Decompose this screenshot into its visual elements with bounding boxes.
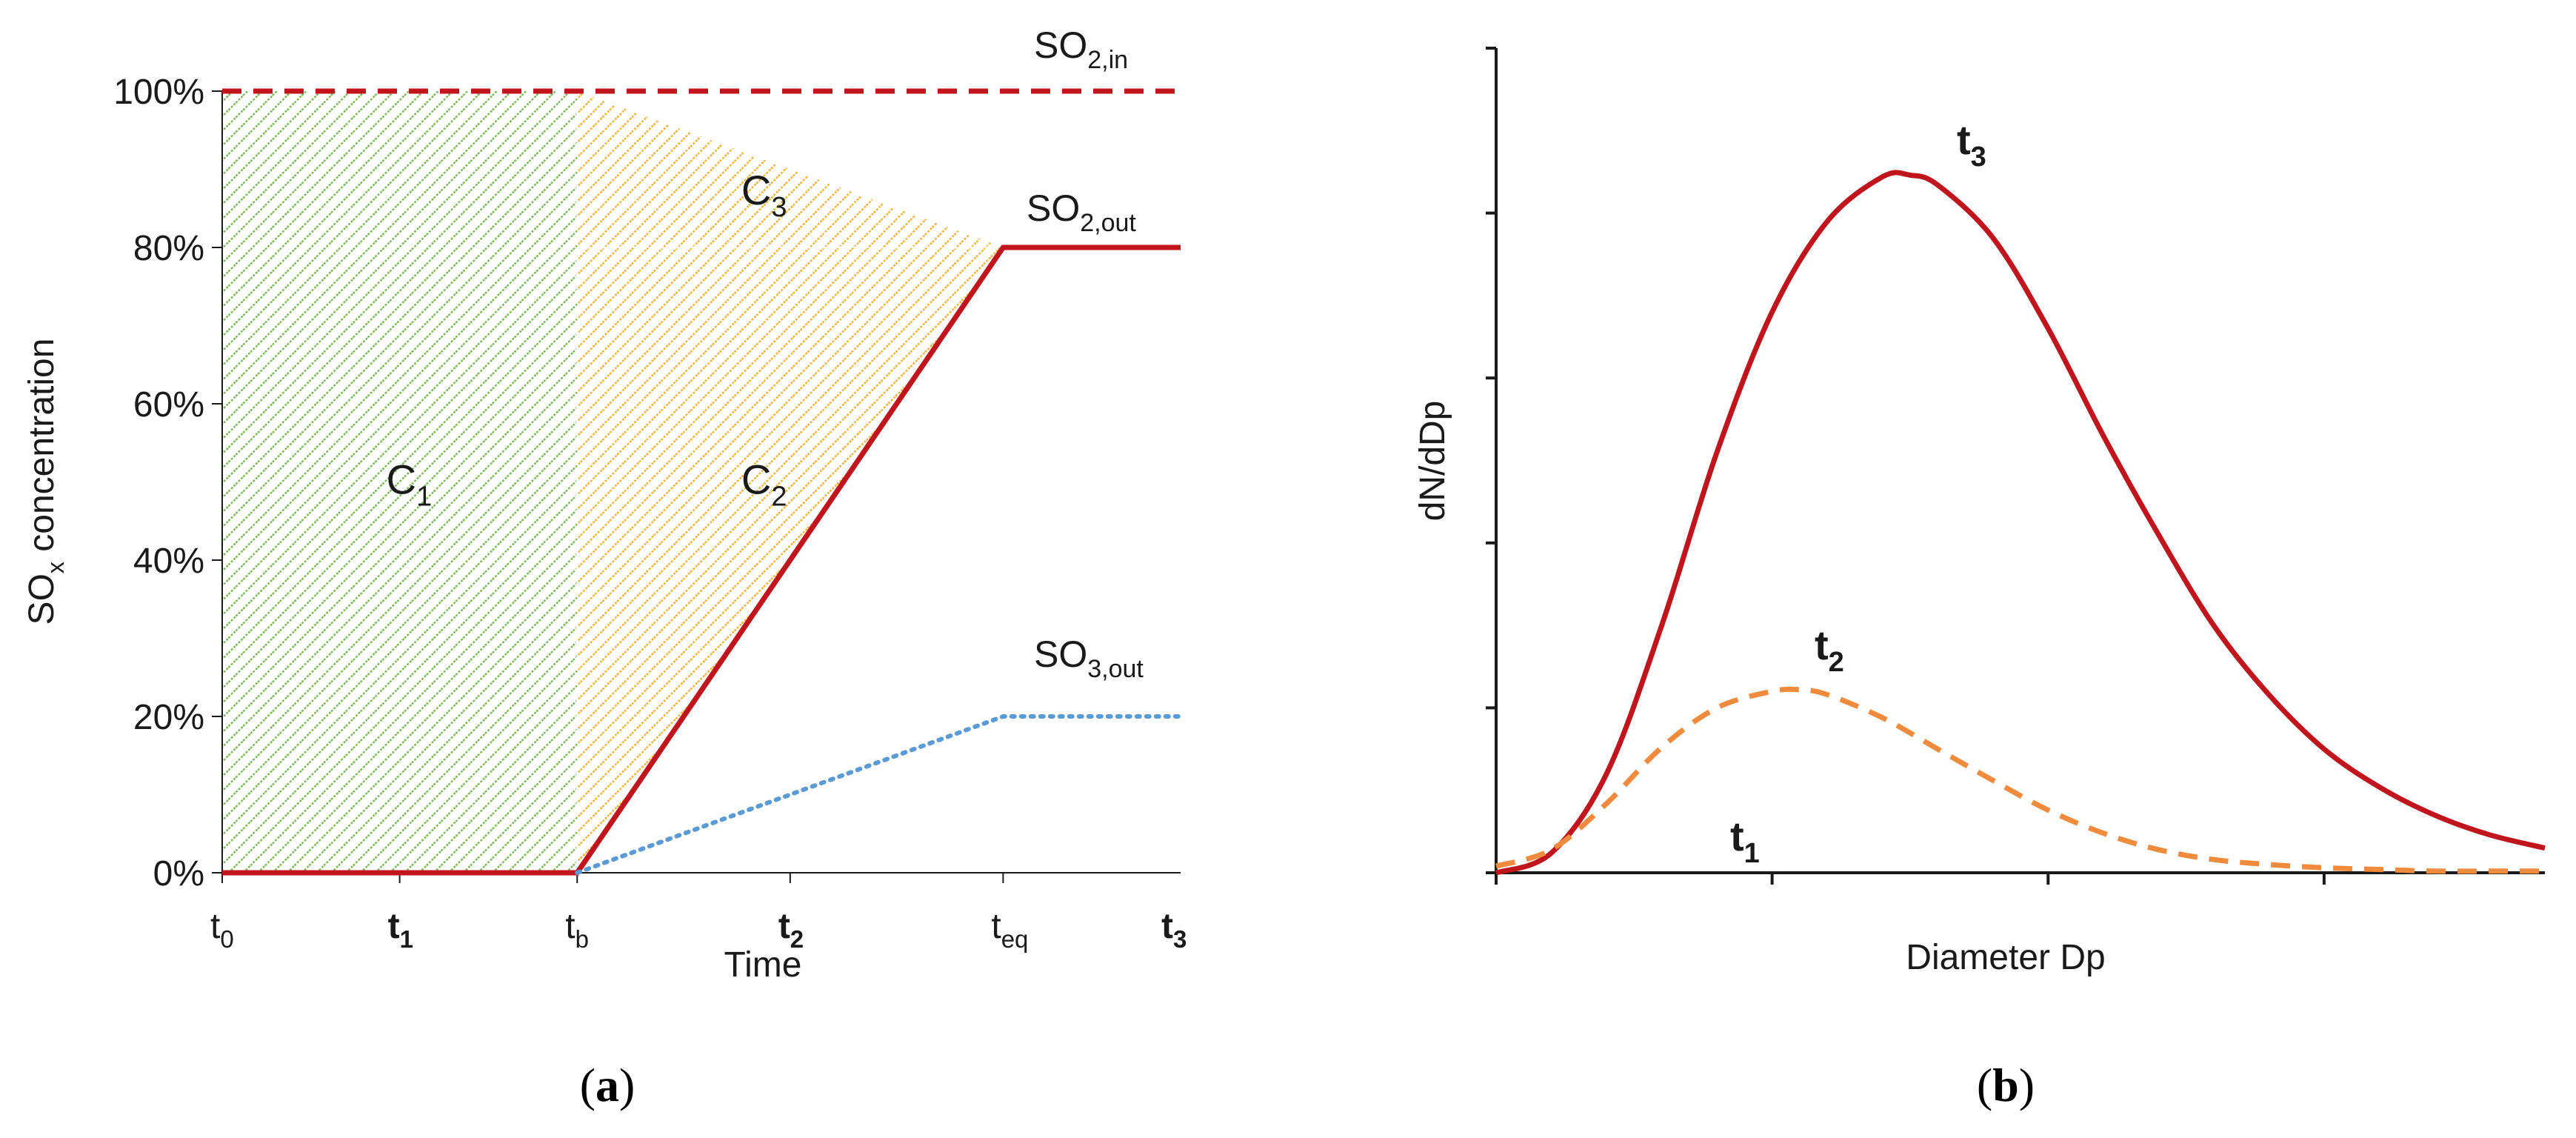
- a-y-tick-label: 80%: [133, 229, 204, 268]
- series-t3: [1495, 170, 2546, 876]
- label-so2-out: SO2,out: [1027, 187, 1136, 237]
- panel-a: 0% 20% 40% 60% 80% 100% t0 t1 tb t2 teq t3 SO2,in S…: [22, 24, 1187, 1111]
- region-label-c3: C3: [741, 167, 787, 223]
- a-x-tick-label-b: tb: [565, 907, 589, 953]
- region-c1: [222, 91, 578, 873]
- label-t3: t3: [1957, 116, 1986, 173]
- series-t2: [1495, 686, 2545, 874]
- a-x-tick-label-eq: teq: [991, 907, 1028, 953]
- region-c3: [577, 91, 1004, 247]
- a-y-tick-label: 0%: [153, 854, 204, 894]
- a-x-tick-label-1: t1: [388, 907, 413, 953]
- label-so3-out: SO3,out: [1034, 633, 1144, 683]
- label-so2-in: SO2,in: [1034, 24, 1128, 74]
- region-label-c1: C1: [387, 456, 433, 513]
- a-x-tick-label-2: t2: [778, 907, 804, 953]
- panel-b-caption: (b): [1977, 1059, 2035, 1111]
- b-y-axis-label: dN/dDp: [1413, 401, 1452, 522]
- a-y-tick-label: 60%: [133, 385, 204, 425]
- a-x-tick-label-0: t0: [210, 907, 234, 953]
- a-x-axis-label: Time: [724, 945, 802, 985]
- panel-b: t3 t2 t1 Diameter Dp dN/dDp (b): [1413, 47, 2546, 1111]
- a-y-tick-label: 20%: [133, 698, 204, 737]
- a-y-tick-label: 100%: [113, 73, 204, 112]
- label-t1: t1: [1730, 813, 1760, 869]
- b-x-axis-label: Diameter Dp: [1906, 938, 2105, 977]
- panel-a-caption: (a): [580, 1059, 635, 1111]
- label-t2: t2: [1815, 622, 1844, 678]
- region-label-c2: C2: [741, 456, 787, 513]
- series-so3-out: [575, 714, 1183, 875]
- series-so2-out: [222, 244, 1181, 876]
- a-y-tick-label: 40%: [133, 542, 204, 581]
- a-x-tick-label-3: t3: [1161, 907, 1187, 953]
- a-y-axis-label: SOx concentration: [22, 339, 69, 625]
